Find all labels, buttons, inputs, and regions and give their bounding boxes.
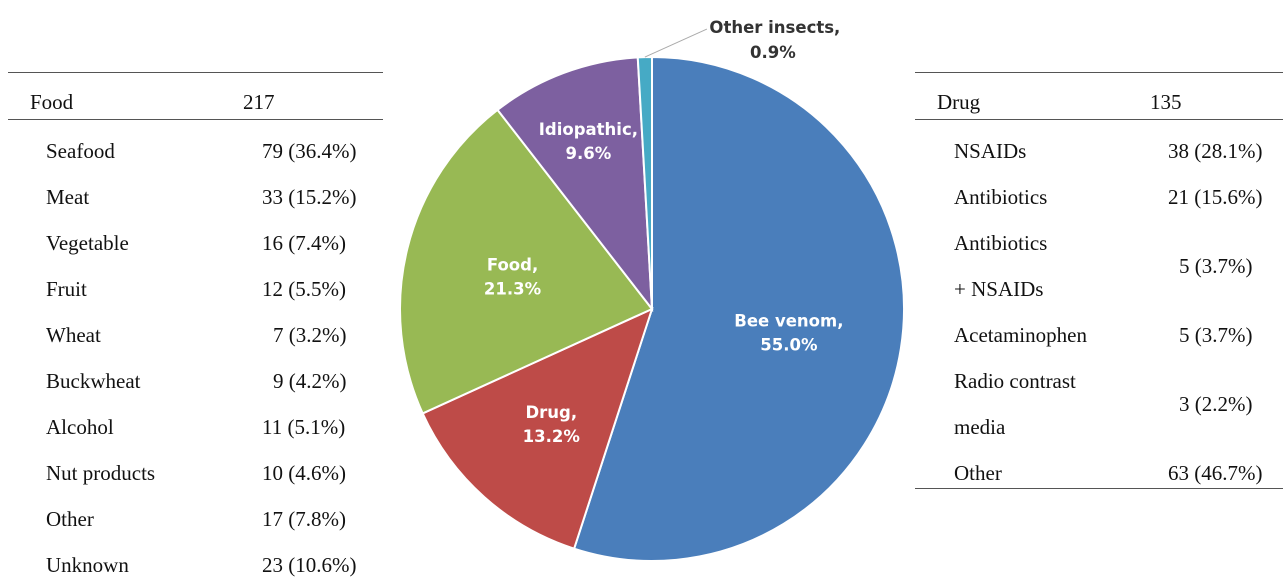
- pie-label-drug: Drug, 13.2%: [523, 403, 581, 446]
- drug-row-label-line1: Antibiotics: [954, 231, 1048, 255]
- drug-row-value: 5 (3.7%): [1179, 254, 1253, 278]
- pie-chart: Bee venom, 55.0% Drug, 13.2% Food, 21.3% Idiop…: [399, 18, 906, 562]
- food-row-value: 23 (10.6%): [262, 553, 357, 577]
- drug-row-value: 5 (3.7%): [1179, 323, 1253, 347]
- drug-table-top-rule: [915, 72, 1283, 73]
- food-row-value: 16 (7.4%): [262, 231, 346, 255]
- drug-row-value: 63 (46.7%): [1168, 461, 1263, 485]
- drug-header-value: 135: [1150, 90, 1182, 114]
- food-row-value: 17 (7.8%): [262, 507, 346, 531]
- food-row-value: 33 (15.2%): [262, 185, 357, 209]
- food-row-label: Buckwheat: [46, 369, 141, 393]
- pie-leader-line: [644, 28, 708, 58]
- drug-header-label: Drug: [937, 90, 981, 114]
- drug-table-header-rule: [915, 119, 1283, 120]
- drug-row-label-line2: media: [954, 415, 1006, 439]
- food-table-header-rule: [8, 119, 383, 120]
- food-row-value: 9 (4.2%): [273, 369, 347, 393]
- pie-slice-bee-venom: [572, 55, 906, 562]
- drug-row-label: NSAIDs: [954, 139, 1027, 163]
- drug-row-value: 3 (2.2%): [1179, 392, 1253, 416]
- food-row-label: Alcohol: [46, 415, 114, 439]
- food-row-label: Other: [46, 507, 94, 531]
- drug-table-bottom-rule: [915, 488, 1283, 489]
- food-row-value: 11 (5.1%): [262, 415, 346, 439]
- food-row-label: Wheat: [46, 323, 101, 347]
- food-table-top-rule: [8, 72, 383, 73]
- food-header-label: Food: [30, 90, 74, 114]
- food-row-label: Vegetable: [46, 231, 129, 255]
- food-row-value: 79 (36.4%): [262, 139, 357, 163]
- drug-row-label: Other: [954, 461, 1002, 485]
- pie-label-other-insects: Other insects, 0.9%: [709, 18, 840, 62]
- food-row-label: Nut products: [46, 461, 156, 485]
- drug-row-label: Antibiotics: [954, 185, 1048, 209]
- pie-slice-drug: [421, 307, 654, 550]
- food-row-value: 12 (5.5%): [262, 277, 346, 301]
- food-row-label: Fruit: [46, 277, 87, 301]
- drug-row-label-line1: Radio contrast: [954, 369, 1076, 393]
- drug-row-label-line2: + NSAIDs: [954, 277, 1044, 301]
- pie-slice-other-insects: [636, 55, 653, 310]
- food-row-label: Seafood: [46, 139, 115, 163]
- food-row-label: Unknown: [46, 553, 129, 577]
- food-row-label: Meat: [46, 185, 90, 209]
- pie-label-idiopathic: Idiopathic, 9.6%: [539, 120, 638, 163]
- pie-slice-food: [399, 108, 654, 415]
- food-header-value: 217: [243, 90, 275, 114]
- drug-row-value: 21 (15.6%): [1168, 185, 1263, 209]
- drug-row-value: 38 (28.1%): [1168, 139, 1263, 163]
- pie-label-bee-venom: Bee venom, 55.0%: [734, 312, 843, 355]
- food-row-value: 7 (3.2%): [273, 323, 347, 347]
- drug-row-label: Acetaminophen: [954, 323, 1087, 347]
- food-row-value: 10 (4.6%): [262, 461, 346, 485]
- pie-label-food: Food, 21.3%: [484, 256, 542, 299]
- pie-slice-idiopathic: [496, 56, 654, 313]
